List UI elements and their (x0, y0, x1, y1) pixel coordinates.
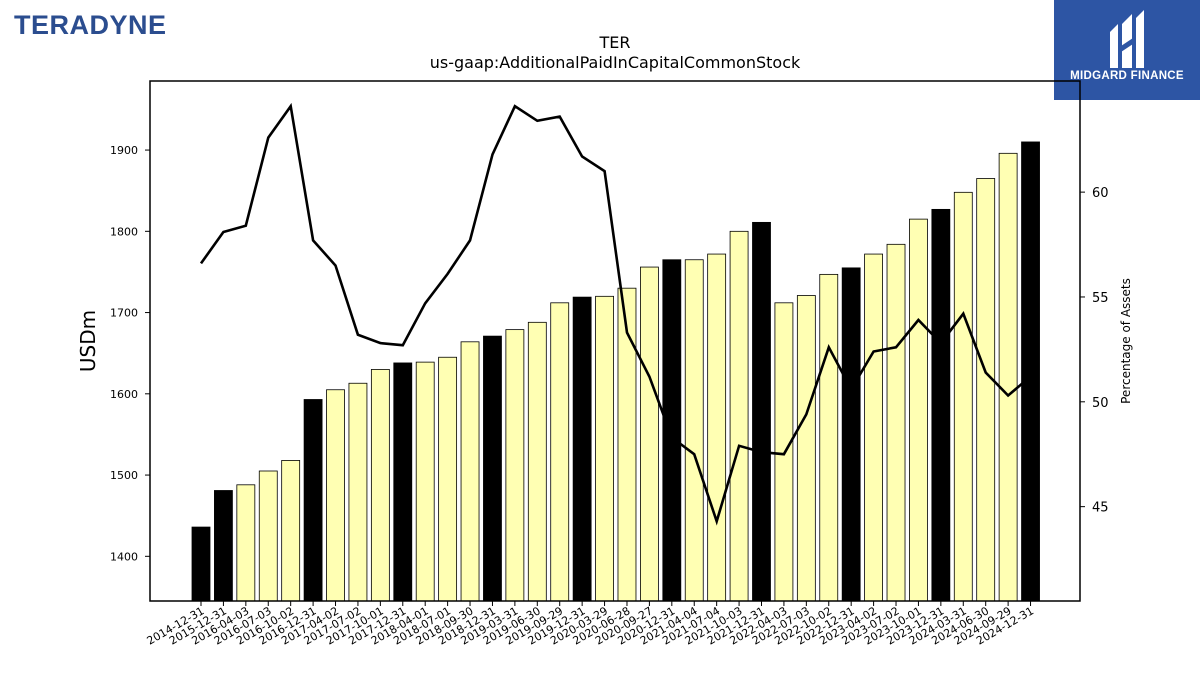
bar (976, 178, 996, 602)
bar (931, 208, 951, 602)
chart-subtitle: us-gaap:AdditionalPaidInCapitalCommonSto… (430, 53, 801, 72)
bar (527, 321, 547, 602)
bar (326, 389, 345, 602)
bar (729, 230, 749, 602)
chart-title: TER (599, 33, 631, 52)
bar (595, 295, 614, 602)
bar (796, 295, 816, 602)
bar (909, 218, 928, 602)
bar (662, 259, 682, 602)
y2-tick-label: 60 (1092, 186, 1109, 201)
bar (684, 259, 704, 602)
y-tick-label: 1400 (110, 550, 138, 563)
y2-tick-label: 55 (1092, 291, 1109, 306)
y-tick-label: 1800 (110, 225, 138, 238)
bar (460, 341, 480, 602)
bar (998, 152, 1018, 602)
bar (752, 221, 771, 602)
bar (572, 296, 592, 602)
y2-tick-label: 50 (1092, 396, 1109, 411)
plot-frame (149, 80, 1081, 602)
bar (640, 266, 659, 602)
y-tick-label: 1900 (110, 144, 138, 157)
bar (953, 191, 973, 602)
bar (236, 484, 256, 602)
bar (303, 399, 323, 602)
bar (281, 460, 301, 602)
y-axis-label: USDm (76, 310, 100, 372)
bar (438, 356, 458, 602)
bar (1021, 141, 1040, 602)
bar (214, 490, 233, 602)
bar (483, 335, 502, 602)
teradyne-logo: TERADYNE (14, 10, 167, 40)
y2-axis-label: Percentage of Assets (1119, 278, 1133, 404)
y-tick-label: 1600 (110, 388, 138, 401)
bar (707, 253, 727, 602)
percentage-line (199, 102, 1032, 526)
y-tick-label: 1700 (110, 307, 138, 320)
midgard-finance-label: MIDGARD FINANCE (1070, 70, 1184, 82)
bar (864, 253, 883, 602)
bar (505, 329, 525, 602)
bar (348, 382, 368, 602)
y2-tick-label: 45 (1092, 501, 1109, 516)
midgard-logo-icon (1110, 10, 1144, 68)
bar (370, 369, 390, 602)
midgard-finance-logo: MIDGARD FINANCE (1054, 0, 1200, 100)
y-tick-label: 1500 (110, 469, 138, 482)
bar (841, 267, 861, 602)
bar (886, 243, 906, 602)
bar (550, 302, 570, 602)
bar (415, 361, 435, 602)
bar (819, 273, 839, 602)
bar (393, 362, 413, 602)
bar (191, 526, 211, 602)
bar (258, 470, 278, 602)
